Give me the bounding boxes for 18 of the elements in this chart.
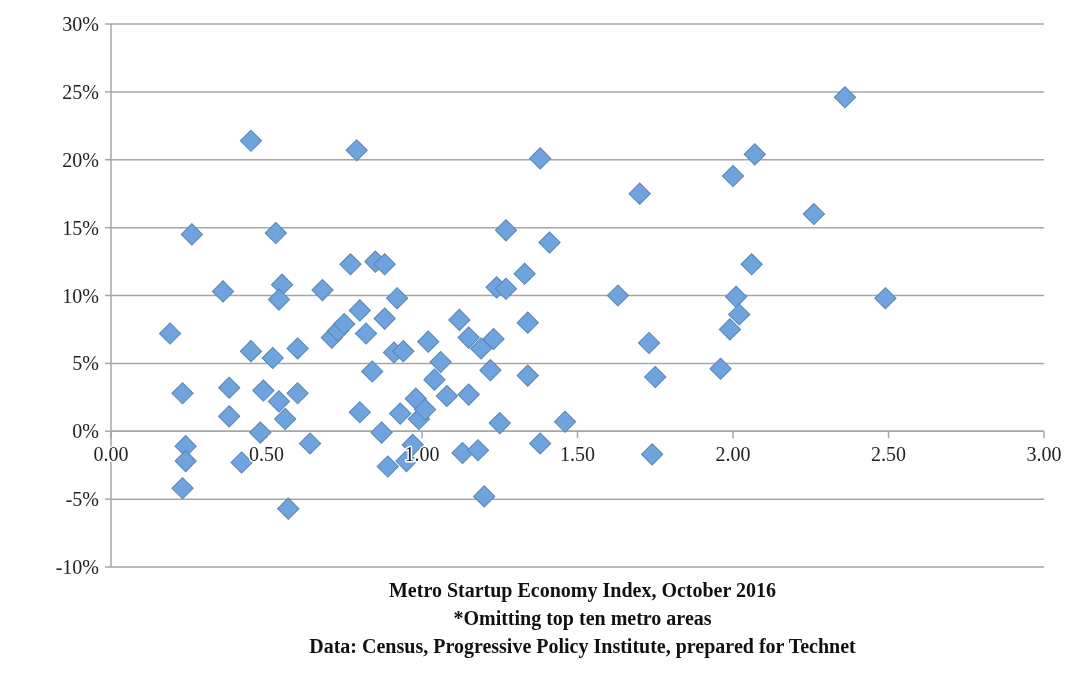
x-tick-label: 0.00 [93,443,129,466]
y-tick-label: 30% [62,13,99,35]
y-tick-label: 10% [62,284,99,307]
text: Data: Census, Progressive Policy Institute, prepared for Technet [309,635,857,658]
y-tick-label: 5% [72,352,99,375]
x-tick-label: 0.50 [249,443,284,466]
x-tick-label: 2.00 [715,443,751,466]
x-tick-label: 3.00 [1026,443,1062,466]
y-tick-label: -5% [65,488,99,511]
x-axis-title: Metro Startup Economy Index, October 2016 [388,579,777,602]
text: *Omitting top ten metro areas [453,607,712,630]
x-tick-label: 1.50 [560,443,595,466]
y-tick-label: -10% [55,556,99,578]
y-tick-label: 25% [62,80,99,103]
y-tick-label: 15% [62,216,99,239]
y-tick-label: 20% [62,148,99,171]
x-tick-label: 2.50 [871,443,906,466]
y-tick-label: 0% [72,420,99,443]
